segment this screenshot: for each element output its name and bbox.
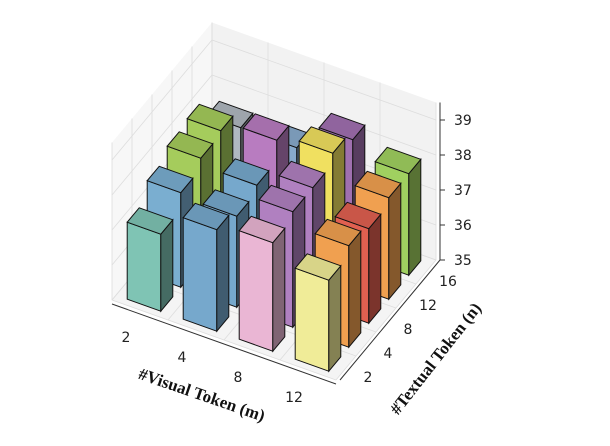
bar-face <box>242 113 290 141</box>
z-tick-label: 39 <box>454 113 472 129</box>
bar <box>294 253 342 373</box>
bar-face <box>374 146 422 175</box>
bar-face <box>238 215 286 244</box>
x-axis-label: #Visual Token (m) <box>136 364 268 425</box>
bar-face <box>126 207 174 235</box>
bar-face <box>294 253 342 281</box>
x-tick-label: 12 <box>285 390 303 406</box>
x-tick-label: 2 <box>122 330 131 346</box>
bar-face <box>202 189 250 217</box>
z-tick-label: 35 <box>454 253 472 269</box>
x-tick-label: 8 <box>234 370 243 386</box>
bar-face <box>182 202 230 231</box>
z-tick-label: 38 <box>454 148 472 164</box>
z-tick-label: 36 <box>454 218 472 234</box>
y-tick-label: 8 <box>404 322 413 338</box>
bar <box>182 202 230 333</box>
y-tick-label: 2 <box>364 370 373 386</box>
bar-face <box>166 131 214 159</box>
grid-line <box>111 39 437 161</box>
x-axis-line <box>111 303 337 385</box>
bar-face <box>258 184 306 213</box>
x-tick-label: 4 <box>178 350 187 366</box>
bar-face <box>146 165 194 194</box>
bar-face <box>186 103 234 132</box>
y-tick-label: 12 <box>419 298 437 314</box>
bar <box>126 207 174 313</box>
y-axis-line <box>339 259 441 381</box>
y-axis-label: #Textual Token (n) <box>386 299 485 418</box>
bar-face <box>354 170 402 199</box>
y-tick-label: 4 <box>384 346 393 362</box>
bar-face <box>278 160 326 189</box>
bar <box>238 215 286 353</box>
y-tick-label: 16 <box>439 274 457 290</box>
z-tick-label: 37 <box>454 183 472 199</box>
bar-face <box>314 218 362 247</box>
bar-face <box>334 201 382 230</box>
bar-face <box>318 112 366 141</box>
bar-face <box>298 126 346 154</box>
bar-face <box>222 158 270 186</box>
